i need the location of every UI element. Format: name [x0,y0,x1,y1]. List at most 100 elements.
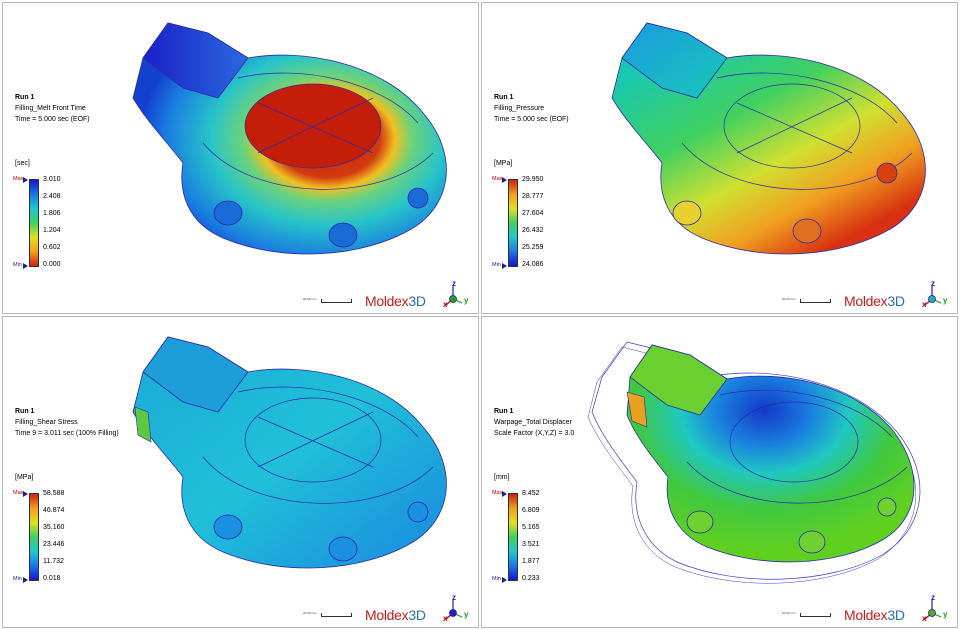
scale-bar-text: 10.00 mm [782,611,796,615]
run-label: Run 1 [15,94,35,101]
legend-min-marker [502,263,507,269]
axis-y-label: y [464,610,469,619]
axis-x-label: x [922,614,927,623]
legend-tick: 24.086 [522,261,544,268]
legend-tick: 0.233 [522,575,540,582]
run-label: Run 1 [494,94,514,101]
color-legend: Max Min 8.452 6.809 5.165 3.521 1.877 0.… [492,489,552,585]
axis-x-label: x [443,300,448,309]
legend-min-label: Min [13,262,22,268]
axis-z-label: z [931,593,935,602]
result-name: Warpage_Total Displacer [494,419,572,426]
axis-z-label: z [452,279,456,288]
part-model-shear-stress [132,336,447,569]
legend-tick: 2.408 [43,193,61,200]
result-name: Filling_Pressure [494,105,545,112]
legend-tick: 5.165 [522,524,540,531]
scale-bar: 10.00 mm [782,611,837,619]
legend-tick: 3.010 [43,176,61,183]
axis-y-label: y [943,296,948,305]
legend-colorbar [508,179,518,267]
axis-x-label: x [443,614,448,623]
run-label: Run 1 [15,408,35,415]
legend-max-marker [23,177,28,183]
axis-triad-icon[interactable] [440,279,470,309]
result-time: Time = 5.000 sec (EOF) [494,116,569,123]
legend-min-marker [23,263,28,269]
legend-max-label: Max [13,176,24,182]
scale-bar: 20.00 mm [782,297,837,305]
legend-min-label: Min [13,576,22,582]
result-name: Filling_Shear Stress [15,419,78,426]
legend-max-label: Max [13,490,24,496]
legend-min-marker [23,577,28,583]
legend-tick: 25.259 [522,244,544,251]
legend-tick: 26.432 [522,227,544,234]
legend-colorbar [29,179,39,267]
legend-max-marker [23,491,28,497]
legend-min-label: Min [492,262,501,268]
viewport-warpage[interactable]: Run 1 Warpage_Total Displacer Scale Fact… [481,316,958,628]
legend-tick: 6.809 [522,507,540,514]
legend-colorbar [29,493,39,581]
legend-max-label: Max [492,490,503,496]
legend-max-marker [502,177,507,183]
axis-x-label: x [922,300,927,309]
part-model-pressure [611,22,926,255]
viewport-melt-front-time[interactable]: Run 1 Filling_Melt Front Time Time = 5.0… [2,2,479,314]
legend-min-label: Min [492,576,501,582]
legend-tick: 0.602 [43,244,61,251]
part-model-melt-front [132,22,447,255]
legend-unit: [MPa] [15,474,34,481]
viewport-shear-stress[interactable]: Run 1 Filling_Shear Stress Time 9 = 3.01… [2,316,479,628]
legend-unit: [MPa] [494,160,513,167]
result-info: Run 1 Filling_Pressure Time = 5.000 sec … [494,92,569,125]
moldex3d-logo: Moldex3D [365,293,426,309]
axis-triad-icon[interactable] [919,279,949,309]
legend-tick: 46.874 [43,507,65,514]
axis-triad-icon[interactable] [919,593,949,623]
result-info: Run 1 Filling_Shear Stress Time 9 = 3.01… [15,406,119,439]
legend-max-label: Max [492,176,503,182]
scale-bar: 20.00 mm [303,611,358,619]
legend-tick: 23.446 [43,541,65,548]
axis-y-label: y [464,296,469,305]
result-time: Scale Factor (X,Y,Z) = 3.0 [494,430,575,437]
legend-tick: 29.950 [522,176,544,183]
legend-max-marker [502,491,507,497]
legend-min-marker [502,577,507,583]
color-legend: Max Min 3.010 2.408 1.806 1.204 0.602 0.… [13,175,73,271]
legend-tick: 0.000 [43,261,61,268]
legend-tick: 1.806 [43,210,61,217]
result-time: Time 9 = 3.011 sec (100% Filling) [15,430,119,437]
axis-z-label: z [452,593,456,602]
legend-tick: 35.160 [43,524,65,531]
color-legend: Max Min 29.950 28.777 27.604 26.432 25.2… [492,175,552,271]
legend-tick: 0.018 [43,575,61,582]
legend-unit: [mm] [494,474,510,481]
moldex3d-logo: Moldex3D [365,607,426,623]
axis-triad-icon[interactable] [440,593,470,623]
scale-bar-text: 20.00 mm [303,297,317,301]
legend-tick: 11.732 [43,558,64,565]
legend-tick: 28.777 [522,193,544,200]
legend-tick: 1.204 [43,227,61,234]
color-legend: Max Min 58.588 46.874 35.160 23.446 11.7… [13,489,73,585]
axis-z-label: z [931,279,935,288]
moldex3d-logo: Moldex3D [844,293,905,309]
legend-unit: [sec] [15,160,30,167]
axis-y-label: y [943,610,948,619]
legend-tick: 3.521 [522,541,540,548]
legend-tick: 8.452 [522,490,540,497]
legend-tick: 27.604 [522,210,544,217]
legend-colorbar [508,493,518,581]
run-label: Run 1 [494,408,514,415]
scale-bar-text: 20.00 mm [303,611,317,615]
legend-tick: 58.588 [43,490,65,497]
moldex3d-logo: Moldex3D [844,607,905,623]
viewport-pressure[interactable]: Run 1 Filling_Pressure Time = 5.000 sec … [481,2,958,314]
scale-bar: 20.00 mm [303,297,358,305]
scale-bar-text: 20.00 mm [782,297,796,301]
legend-tick: 1.877 [522,558,540,565]
result-name: Filling_Melt Front Time [15,105,86,112]
